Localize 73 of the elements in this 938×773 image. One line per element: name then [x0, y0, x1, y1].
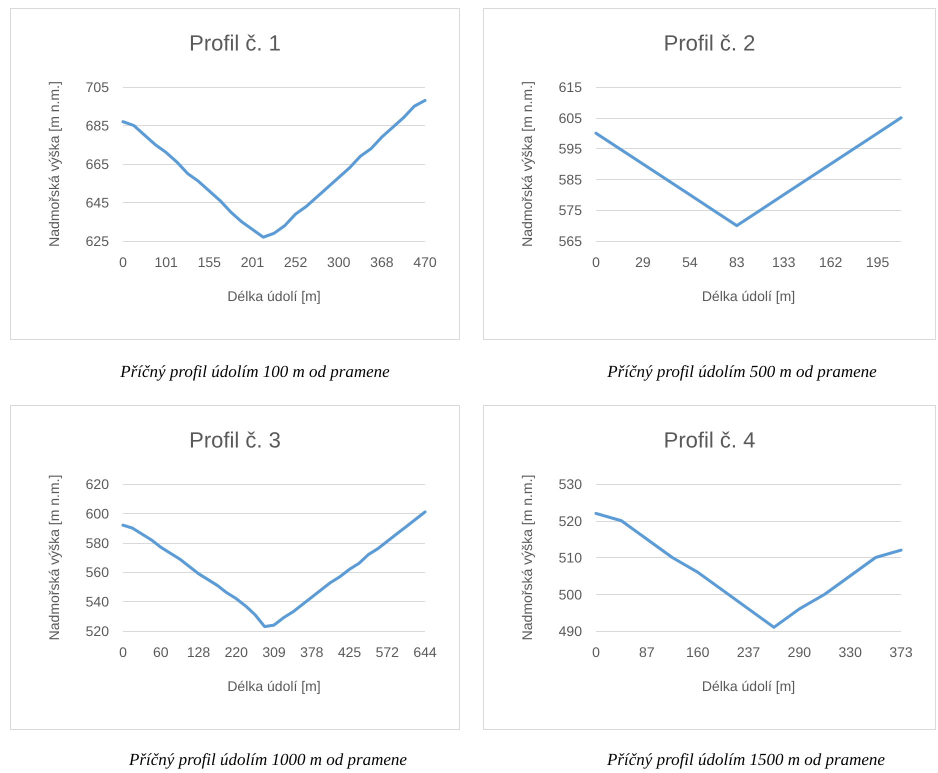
y-tick-label: 580 — [86, 534, 110, 551]
y-tick-label: 510 — [558, 550, 582, 566]
y-axis-title: Nadmořská výška [m n.m.] — [46, 81, 62, 247]
y-tick-label: 685 — [86, 118, 110, 134]
text: Příčný profil údolím 100 m od pramene — [120, 362, 390, 382]
x-tick-label: 290 — [788, 644, 812, 660]
y-axis-title: Nadmořská výška [m n.m.] — [519, 474, 535, 640]
x-tick-label: 83 — [728, 254, 745, 270]
x-tick-label: 470 — [413, 254, 437, 270]
x-tick-label: 160 — [686, 644, 710, 660]
y-tick-label: 520 — [558, 512, 582, 529]
y-tick-label: 585 — [558, 171, 582, 188]
x-tick-label: 195 — [866, 254, 890, 270]
x-tick-label: 133 — [772, 254, 796, 270]
x-axis-title: Délka údolí [m] — [702, 678, 796, 694]
x-tick-label: 128 — [186, 644, 210, 660]
y-tick-label: 575 — [558, 202, 582, 218]
y-tick-label: 540 — [86, 594, 110, 610]
x-tick-label: 87 — [639, 644, 655, 660]
y-tick-label: 705 — [86, 79, 110, 95]
x-tick-label: 572 — [376, 644, 400, 660]
text: Příčný profil údolím 1500 m od pramene — [607, 750, 885, 770]
x-tick-label: 54 — [682, 254, 698, 270]
x-tick-label: 330 — [838, 644, 862, 660]
chart-title: Profil č. 1 — [189, 30, 281, 56]
x-tick-label: 425 — [338, 644, 362, 660]
y-tick-label: 530 — [558, 476, 582, 492]
x-tick-label: 29 — [635, 254, 651, 270]
x-tick-label: 373 — [889, 644, 913, 660]
x-tick-label: 378 — [300, 644, 324, 660]
y-tick-label: 615 — [558, 79, 582, 95]
y-tick-label: 560 — [86, 564, 110, 580]
x-tick-label: 60 — [152, 644, 169, 660]
x-tick-label: 0 — [592, 254, 600, 270]
y-tick-label: 665 — [86, 156, 110, 172]
x-tick-label: 0 — [119, 254, 128, 270]
x-tick-label: 0 — [592, 644, 600, 660]
x-axis-title: Délka údolí [m] — [227, 678, 321, 694]
x-tick-label: 644 — [413, 644, 437, 660]
x-tick-label: 201 — [240, 254, 264, 270]
chart-title: Profil č. 2 — [664, 30, 756, 56]
line-series — [594, 512, 902, 629]
x-tick-label: 162 — [818, 254, 843, 270]
line-series — [594, 116, 902, 228]
text: Příčný profil údolím 500 m od pramene — [607, 362, 877, 382]
x-tick-label: 300 — [327, 254, 351, 270]
x-axis-title: Délka údolí [m] — [227, 288, 321, 304]
line-series — [122, 510, 426, 628]
y-tick-label: 625 — [86, 233, 110, 249]
line-series — [122, 98, 426, 239]
y-tick-label: 620 — [86, 476, 110, 492]
text: Příčný profil údolím 1000 m od pramene — [129, 750, 407, 770]
y-tick-label: 520 — [86, 623, 110, 639]
x-tick-label: 101 — [154, 254, 178, 270]
x-tick-label: 237 — [736, 644, 760, 660]
y-tick-label: 565 — [558, 233, 582, 249]
y-tick-label: 490 — [558, 623, 582, 639]
x-tick-label: 220 — [224, 644, 248, 660]
x-axis-title: Délka údolí [m] — [702, 288, 796, 304]
x-tick-label: 0 — [119, 644, 128, 660]
x-tick-label: 368 — [370, 254, 394, 270]
y-tick-label: 595 — [558, 140, 582, 157]
x-tick-label: 252 — [284, 254, 308, 270]
y-tick-label: 645 — [86, 194, 110, 210]
y-tick-label: 605 — [558, 110, 582, 126]
x-tick-label: 309 — [262, 644, 286, 660]
y-axis-title: Nadmořská výška [m n.m.] — [519, 81, 535, 247]
y-tick-label: 600 — [86, 505, 110, 522]
chart-title: Profil č. 4 — [664, 428, 756, 452]
y-tick-label: 500 — [558, 586, 582, 602]
x-tick-label: 155 — [198, 254, 222, 270]
chart-title: Profil č. 3 — [189, 428, 281, 452]
y-axis-title: Nadmořská výška [m n.m.] — [46, 474, 62, 640]
